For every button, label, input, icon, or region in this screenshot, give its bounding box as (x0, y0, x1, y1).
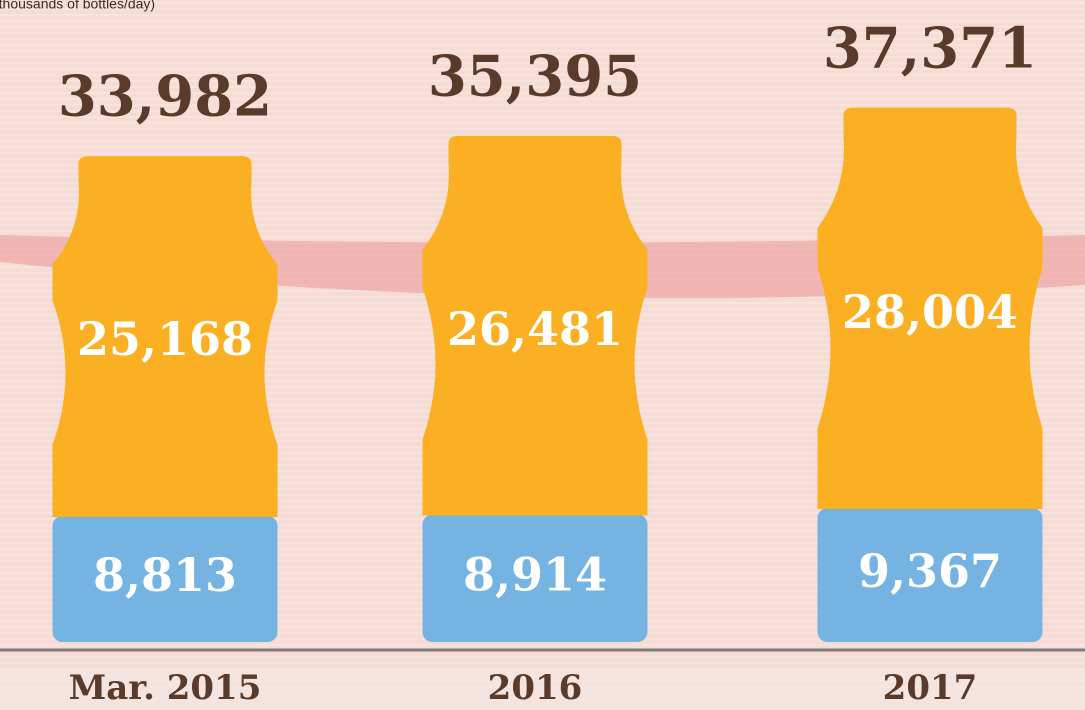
bar-segment (422, 135, 648, 516)
total-label: 37,371 (823, 15, 1037, 81)
bar-segment (52, 156, 278, 517)
value-label: 25,168 (77, 312, 253, 366)
subtitle: (thousands of bottles/day) (0, 0, 155, 12)
value-label: 28,004 (842, 285, 1018, 339)
bar-segment (52, 515, 278, 642)
bar-segment (422, 514, 648, 642)
bar-segment (817, 508, 1043, 642)
x-tick-label: Mar. 2015 (69, 668, 262, 708)
bar-segment (817, 107, 1043, 510)
value-label: 9,367 (858, 544, 1002, 598)
x-tick-label: 2016 (488, 668, 583, 708)
value-label: 26,481 (447, 302, 623, 356)
label-band (0, 668, 1085, 710)
x-tick-label: 2017 (883, 668, 978, 708)
value-label: 8,813 (93, 548, 237, 602)
total-label: 35,395 (428, 44, 642, 110)
value-label: 8,914 (463, 547, 607, 601)
total-label: 33,982 (58, 64, 272, 130)
